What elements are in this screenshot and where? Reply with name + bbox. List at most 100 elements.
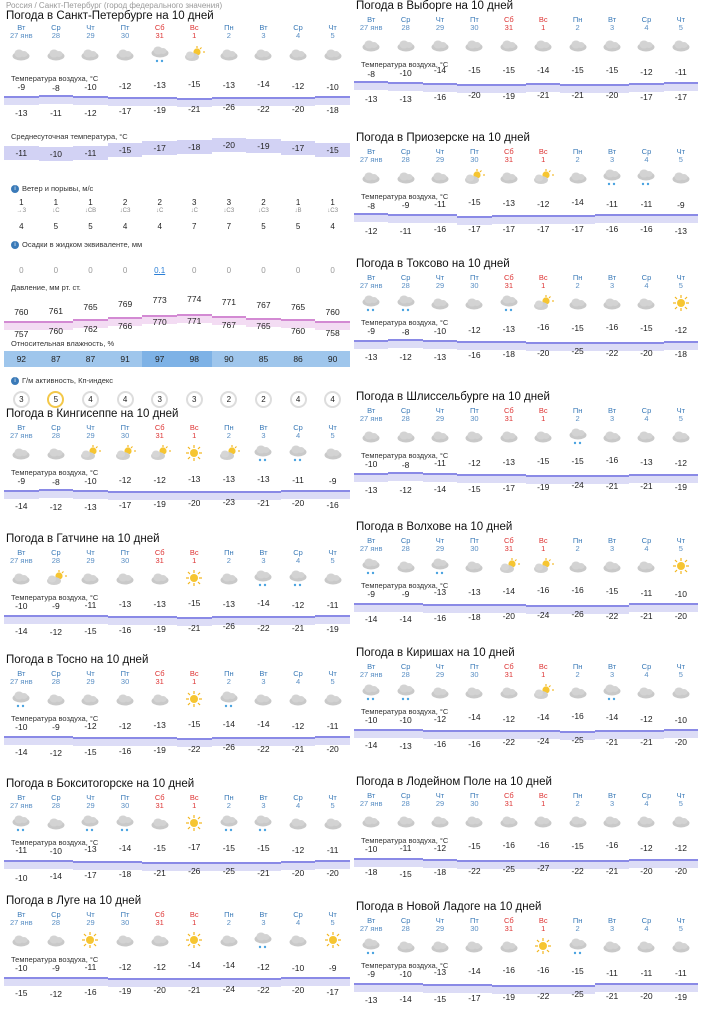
day-cell[interactable]: Ср 28 (39, 424, 74, 440)
breadcrumb[interactable]: Россия / Санкт-Петербург (город федераль… (6, 1, 223, 10)
panel-title[interactable]: Погода в Лодейном Поле на 10 дней (356, 776, 552, 788)
day-cell[interactable]: Пт 30 (108, 670, 143, 686)
day-cell[interactable]: Вт 27 янв (354, 917, 388, 933)
day-cell[interactable]: Чт 5 (315, 549, 350, 565)
day-cell[interactable]: Пт 30 (457, 537, 491, 553)
day-cell[interactable]: Чт 5 (664, 537, 698, 553)
day-cell[interactable]: Чт 29 (73, 24, 108, 40)
day-cell[interactable]: Вт 3 (246, 670, 281, 686)
day-cell[interactable]: Ср 28 (39, 911, 74, 927)
day-cell[interactable]: Чт 5 (664, 274, 698, 290)
wind-label[interactable]: i Ветер и порывы, м/с (11, 184, 93, 194)
day-cell[interactable]: Чт 29 (73, 670, 108, 686)
day-cell[interactable]: Вт 27 янв (354, 792, 388, 808)
day-cell[interactable]: Вт 3 (595, 537, 629, 553)
day-cell[interactable]: Пн 2 (560, 274, 594, 290)
day-cell[interactable]: Чт 29 (423, 407, 457, 423)
day-cell[interactable]: Пт 30 (457, 407, 491, 423)
day-cell[interactable]: Вс 1 (177, 911, 212, 927)
day-cell[interactable]: Пт 30 (457, 16, 491, 32)
day-cell[interactable]: Вт 3 (246, 549, 281, 565)
day-cell[interactable]: Ср 28 (388, 663, 422, 679)
day-cell[interactable]: Пт 30 (108, 424, 143, 440)
day-cell[interactable]: Ср 28 (39, 670, 74, 686)
day-cell[interactable]: Вт 27 янв (354, 407, 388, 423)
day-cell[interactable]: Ср 28 (39, 794, 74, 810)
info-icon[interactable]: i (11, 185, 19, 194)
day-cell[interactable]: Вт 3 (595, 407, 629, 423)
day-cell[interactable]: Сб 31 (492, 917, 526, 933)
day-cell[interactable]: Ср 4 (629, 274, 663, 290)
info-icon[interactable]: i (11, 377, 19, 386)
day-cell[interactable]: Чт 5 (315, 911, 350, 927)
day-cell[interactable]: Чт 5 (664, 792, 698, 808)
day-cell[interactable]: Чт 29 (423, 148, 457, 164)
day-cell[interactable]: Пн 2 (212, 549, 247, 565)
day-cell[interactable]: Сб 31 (492, 407, 526, 423)
panel-title[interactable]: Погода в Санкт-Петербурге на 10 дней (6, 10, 214, 22)
day-cell[interactable]: Вт 3 (246, 24, 281, 40)
day-cell[interactable]: Вс 1 (526, 537, 560, 553)
day-cell[interactable]: Вт 27 янв (354, 537, 388, 553)
day-cell[interactable]: Пт 30 (457, 274, 491, 290)
day-cell[interactable]: Чт 29 (73, 911, 108, 927)
day-cell[interactable]: Вс 1 (177, 24, 212, 40)
day-cell[interactable]: Сб 31 (492, 274, 526, 290)
day-cell[interactable]: Пн 2 (560, 917, 594, 933)
panel-title[interactable]: Погода в Луге на 10 дней (6, 895, 142, 907)
panel-title[interactable]: Погода в Новой Ладоге на 10 дней (356, 901, 542, 913)
day-cell[interactable]: Ср 28 (388, 407, 422, 423)
day-cell[interactable]: Пн 2 (560, 16, 594, 32)
day-cell[interactable]: Вт 3 (595, 663, 629, 679)
day-cell[interactable]: Ср 4 (629, 537, 663, 553)
day-cell[interactable]: Пт 30 (108, 24, 143, 40)
day-cell[interactable]: Ср 4 (281, 424, 316, 440)
day-cell[interactable]: Сб 31 (492, 663, 526, 679)
day-cell[interactable]: Вс 1 (177, 549, 212, 565)
panel-title[interactable]: Погода в Бокситогорске на 10 дней (6, 778, 195, 790)
day-cell[interactable]: Сб 31 (492, 537, 526, 553)
panel-title[interactable]: Погода в Выборге на 10 дней (356, 0, 514, 12)
day-cell[interactable]: Чт 29 (73, 794, 108, 810)
day-cell[interactable]: Вс 1 (526, 407, 560, 423)
day-cell[interactable]: Пн 2 (560, 148, 594, 164)
day-cell[interactable]: Чт 29 (73, 549, 108, 565)
precip-value[interactable]: 0.1 (154, 266, 166, 275)
day-cell[interactable]: Ср 28 (39, 549, 74, 565)
day-cell[interactable]: Чт 5 (315, 424, 350, 440)
day-cell[interactable]: Ср 4 (629, 16, 663, 32)
day-cell[interactable]: Пт 30 (457, 792, 491, 808)
day-cell[interactable]: Вс 1 (526, 792, 560, 808)
day-cell[interactable]: Чт 29 (423, 537, 457, 553)
day-cell[interactable]: Вт 3 (595, 917, 629, 933)
day-cell[interactable]: Пн 2 (560, 792, 594, 808)
day-cell[interactable]: Сб 31 (142, 24, 177, 40)
precip-label[interactable]: i Осадки в жидком эквиваленте, мм (11, 240, 142, 250)
day-cell[interactable]: Ср 4 (281, 670, 316, 686)
day-cell[interactable]: Пт 30 (457, 917, 491, 933)
day-cell[interactable]: Вт 27 янв (4, 549, 39, 565)
day-cell[interactable]: Ср 4 (629, 792, 663, 808)
day-cell[interactable]: Чт 29 (423, 274, 457, 290)
day-cell[interactable]: Чт 5 (315, 24, 350, 40)
day-cell[interactable]: Чт 29 (423, 917, 457, 933)
day-cell[interactable]: Ср 4 (629, 148, 663, 164)
day-cell[interactable]: Вт 27 янв (354, 16, 388, 32)
day-cell[interactable]: Вт 27 янв (4, 424, 39, 440)
day-cell[interactable]: Чт 29 (423, 792, 457, 808)
day-cell[interactable]: Вт 3 (595, 148, 629, 164)
day-cell[interactable]: Пн 2 (212, 794, 247, 810)
day-cell[interactable]: Пт 30 (108, 911, 143, 927)
day-cell[interactable]: Вс 1 (526, 663, 560, 679)
day-cell[interactable]: Вт 3 (246, 424, 281, 440)
day-cell[interactable]: Ср 4 (629, 407, 663, 423)
day-cell[interactable]: Сб 31 (492, 16, 526, 32)
day-cell[interactable]: Вт 3 (595, 792, 629, 808)
day-cell[interactable]: Вт 27 янв (4, 794, 39, 810)
day-cell[interactable]: Пн 2 (212, 911, 247, 927)
day-cell[interactable]: Пн 2 (560, 537, 594, 553)
day-cell[interactable]: Сб 31 (142, 549, 177, 565)
panel-title[interactable]: Погода в Шлиссельбурге на 10 дней (356, 391, 550, 403)
day-cell[interactable]: Сб 31 (142, 424, 177, 440)
day-cell[interactable]: Ср 4 (281, 911, 316, 927)
